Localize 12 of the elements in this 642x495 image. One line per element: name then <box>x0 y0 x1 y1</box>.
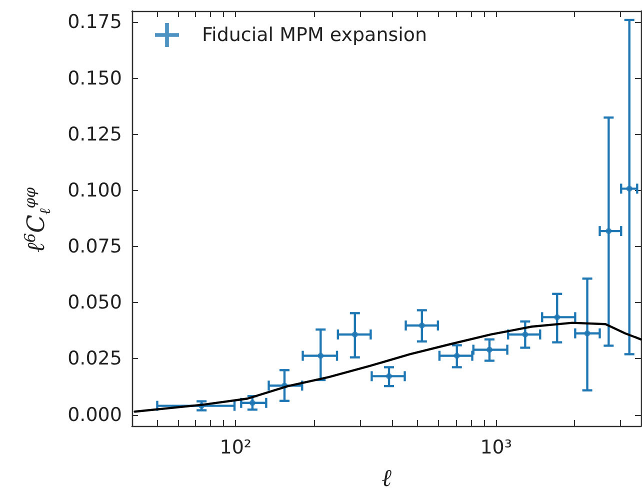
y-tick-label: 0.075 <box>68 236 122 258</box>
y-tick-label: 0.050 <box>68 292 122 314</box>
x-tick-label: 10³ <box>480 436 512 458</box>
y-tick-label: 0.150 <box>68 67 122 90</box>
y-tick-label: 0.175 <box>68 11 122 34</box>
legend-label: Fiducial MPM expansion <box>202 24 428 46</box>
y-tick-label: 0.000 <box>68 404 122 426</box>
y-tick-label: 0.100 <box>68 179 122 202</box>
x-tick-label: 10² <box>220 436 252 458</box>
y-tick-label: 0.025 <box>68 348 122 370</box>
y-tick-label: 0.125 <box>68 123 122 146</box>
x-axis-title: ℓ <box>382 464 392 492</box>
